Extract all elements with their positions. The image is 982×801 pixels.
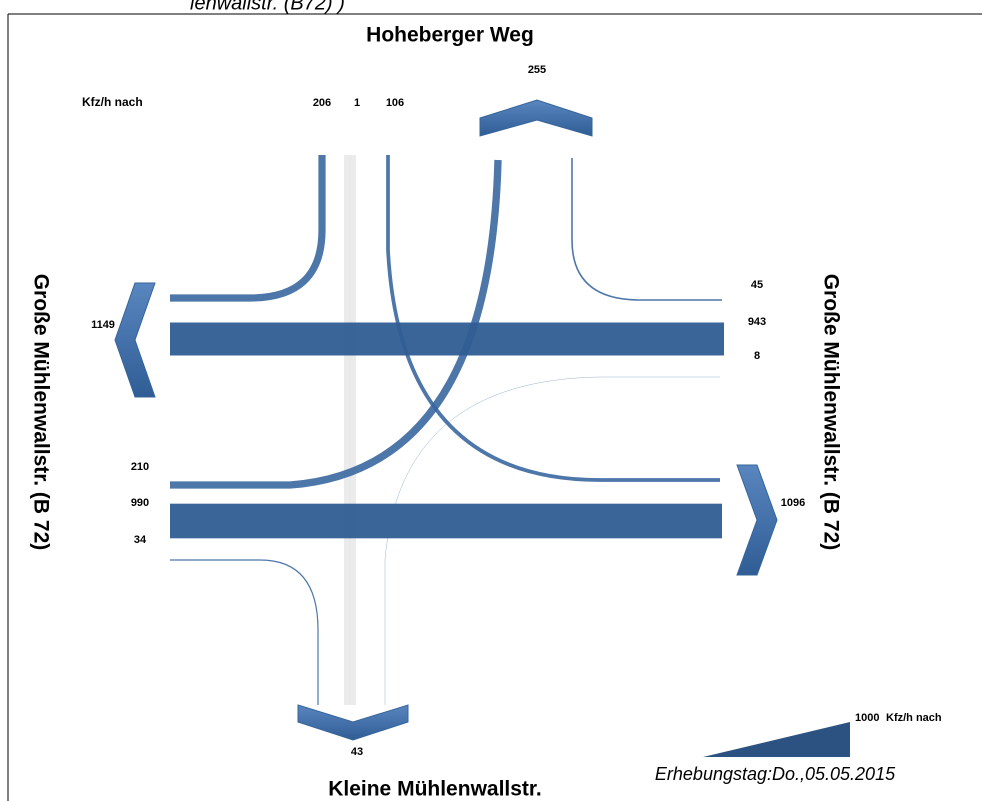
flow — [571, 158, 722, 301]
flow-bar — [170, 322, 724, 356]
flow-label: 990 — [131, 497, 149, 509]
legend-value: 1000 — [855, 712, 879, 724]
road-north: Hoheberger Weg — [366, 24, 534, 47]
flow — [386, 155, 720, 482]
flow — [170, 155, 326, 302]
flows — [170, 155, 724, 705]
flow-label: 206 — [313, 97, 331, 109]
chevron-west — [114, 282, 156, 398]
total-label: 43 — [351, 746, 363, 758]
total-label: 1149 — [91, 319, 115, 331]
chevrons — [114, 99, 778, 741]
chevron-north — [479, 99, 593, 137]
survey-date: Erhebungstag:Do.,05.05.2015 — [655, 764, 896, 784]
road-south: Kleine Mühlenwallstr. — [328, 778, 542, 801]
flow-label: 106 — [386, 97, 404, 109]
flow-label: 210 — [131, 461, 149, 473]
flow — [384, 376, 720, 705]
legend-label: Kfz/h nach — [886, 712, 942, 724]
flow-label: 943 — [748, 316, 766, 328]
flow-bar — [170, 503, 722, 539]
road-east: Große Mühlenwallstr. (B 72) — [819, 274, 842, 551]
flow-label: 1 — [354, 97, 360, 109]
unit-label: Kfz/h nach — [82, 95, 143, 109]
road-west: Große Mühlenwallstr. (B 72) — [29, 274, 52, 551]
total-label: 255 — [528, 64, 546, 76]
chevron-east — [736, 464, 778, 576]
legend-scale — [703, 722, 850, 757]
chevron-south — [297, 704, 409, 741]
flow — [170, 559, 319, 705]
flow — [170, 159, 502, 489]
total-label: 1096 — [781, 497, 805, 509]
flow-label: 45 — [751, 279, 763, 291]
flow-label: 34 — [134, 534, 147, 546]
flow-label: 8 — [754, 350, 760, 362]
cut-title: lenwallstr. (B72) ) — [190, 0, 345, 14]
